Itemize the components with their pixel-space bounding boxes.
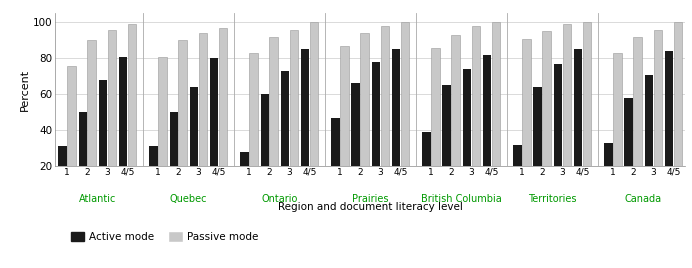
Bar — [352, 84, 360, 166]
Bar — [554, 64, 562, 166]
Bar — [653, 29, 662, 166]
Bar — [381, 26, 389, 166]
Bar — [624, 98, 633, 166]
Bar — [665, 51, 673, 166]
Bar — [87, 40, 95, 166]
Bar — [471, 26, 480, 166]
Bar — [78, 112, 87, 166]
Text: British Columbia: British Columbia — [421, 194, 502, 204]
Bar — [260, 94, 269, 166]
Bar — [128, 24, 136, 166]
Bar — [513, 145, 522, 166]
Bar — [574, 49, 582, 166]
Bar — [633, 37, 641, 166]
Bar — [645, 75, 653, 166]
Text: Territories: Territories — [528, 194, 576, 204]
Bar — [170, 112, 178, 166]
Bar — [392, 49, 400, 166]
Bar — [58, 146, 66, 166]
Bar — [149, 146, 158, 166]
Bar — [107, 29, 116, 166]
Bar — [401, 23, 409, 166]
Text: Canada: Canada — [625, 194, 662, 204]
Bar — [674, 23, 682, 166]
Y-axis label: Percent: Percent — [20, 69, 30, 111]
Bar — [67, 65, 75, 166]
Bar — [158, 57, 167, 166]
Bar — [240, 152, 248, 166]
Bar — [522, 39, 531, 166]
Bar — [534, 87, 542, 166]
Bar — [463, 69, 471, 166]
Bar — [179, 40, 187, 166]
Text: Prairies: Prairies — [352, 194, 388, 204]
X-axis label: Region and document literacy level: Region and document literacy level — [277, 202, 463, 211]
Bar — [422, 132, 430, 166]
Bar — [442, 85, 451, 166]
Text: Atlantic: Atlantic — [79, 194, 116, 204]
Bar — [249, 53, 257, 166]
Legend: Active mode, Passive mode: Active mode, Passive mode — [67, 228, 263, 247]
Bar — [492, 23, 500, 166]
Bar — [543, 31, 551, 166]
Bar — [310, 23, 318, 166]
Bar — [301, 49, 309, 166]
Bar — [613, 53, 621, 166]
Bar — [331, 118, 340, 166]
Bar — [563, 24, 571, 166]
Bar — [210, 58, 218, 166]
Bar — [451, 35, 459, 166]
Bar — [340, 46, 349, 166]
Bar — [119, 57, 127, 166]
Bar — [289, 29, 298, 166]
Bar — [190, 87, 198, 166]
Bar — [99, 80, 107, 166]
Bar — [361, 33, 369, 166]
Bar — [281, 71, 289, 166]
Bar — [604, 143, 612, 166]
Text: Ontario: Ontario — [261, 194, 298, 204]
Bar — [372, 62, 380, 166]
Bar — [583, 23, 591, 166]
Bar — [199, 33, 207, 166]
Bar — [483, 55, 491, 166]
Text: Quebec: Quebec — [170, 194, 207, 204]
Bar — [269, 37, 277, 166]
Bar — [431, 47, 439, 166]
Bar — [219, 28, 227, 166]
